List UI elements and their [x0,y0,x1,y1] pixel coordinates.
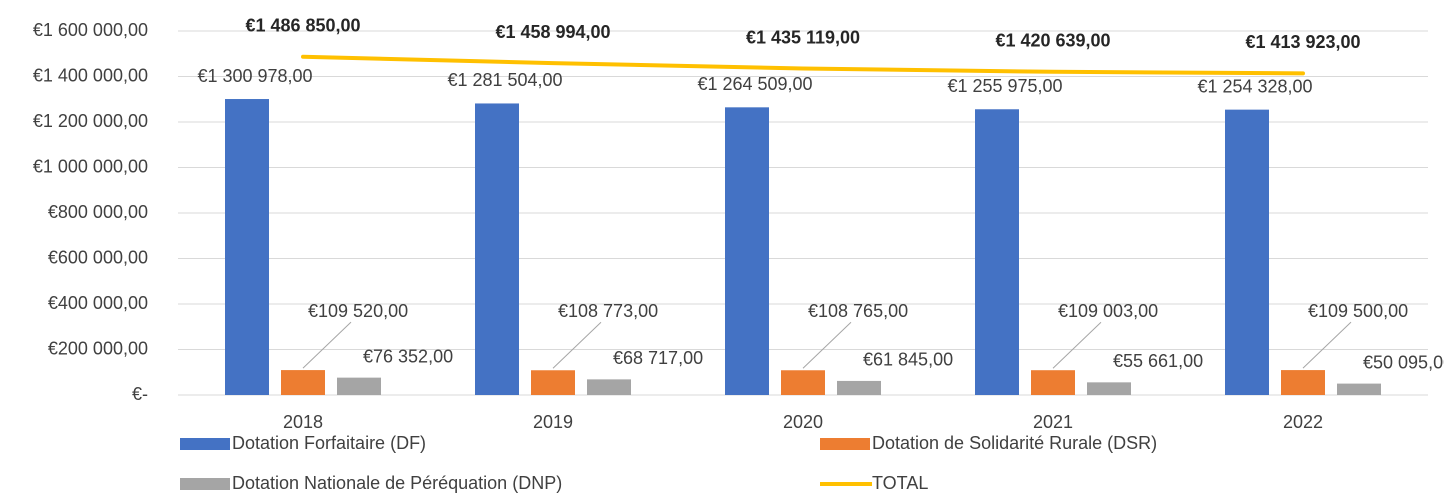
leader-line [1302,321,1352,369]
data-label: €109 500,00 [1308,301,1408,321]
bar [531,370,575,395]
x-tick-label: 2022 [1283,412,1323,432]
data-label: €76 352,00 [363,346,453,366]
data-label: €1 281 504,00 [447,70,562,90]
total-label: €1 413 923,00 [1245,32,1360,52]
bar [781,370,825,395]
bar [975,109,1019,395]
bar [1281,370,1325,395]
total-label: €1 486 850,00 [245,15,360,35]
x-tick-label: 2020 [783,412,823,432]
total-label: €1 435 119,00 [746,27,860,47]
legend-label: TOTAL [872,473,928,493]
legend-label: Dotation Nationale de Péréquation (DNP) [232,473,562,493]
y-tick-label: €1 200 000,00 [33,111,148,131]
x-tick-label: 2021 [1033,412,1073,432]
y-tick-label: €800 000,00 [48,202,148,222]
bar [475,103,519,396]
bar [1225,109,1269,395]
y-tick-label: €200 000,00 [48,338,148,358]
y-tick-label: €1 000 000,00 [33,156,148,176]
legend-swatch [820,438,870,450]
bar [837,380,881,395]
x-tick-label: 2018 [283,412,323,432]
y-tick-label: €400 000,00 [48,293,148,313]
data-label: €50 095,00 [1363,352,1444,372]
leader-line [802,321,852,369]
leader-line [302,321,352,369]
bar [1031,370,1075,395]
x-tick-label: 2019 [533,412,573,432]
legend-label: Dotation de Solidarité Rurale (DSR) [872,433,1157,453]
data-label: €1 264 509,00 [697,74,812,94]
bar [337,377,381,395]
total-label: €1 420 639,00 [995,31,1110,51]
data-label: €108 765,00 [808,301,908,321]
data-label: €68 717,00 [613,348,703,368]
data-label: €61 845,00 [863,350,953,370]
bar [587,379,631,395]
bar [281,370,325,395]
data-label: €1 300 978,00 [197,66,312,86]
y-tick-label: €- [132,384,148,404]
bar [725,107,769,395]
leader-line [1052,321,1102,369]
bar [225,99,269,396]
total-label: €1 458 994,00 [495,22,610,42]
total-line [301,54,1305,76]
legend-swatch [180,438,230,450]
bar [1087,382,1131,395]
y-tick-label: €1 600 000,00 [33,20,148,40]
y-tick-label: €600 000,00 [48,247,148,267]
legend-swatch [180,478,230,490]
y-tick-label: €1 400 000,00 [33,65,148,85]
data-label: €109 520,00 [308,301,408,321]
data-label: €108 773,00 [558,301,658,321]
bar [1337,383,1381,395]
leader-line [552,321,602,369]
data-label: €55 661,00 [1113,351,1203,371]
data-label: €1 254 328,00 [1197,76,1312,96]
data-label: €109 003,00 [1058,301,1158,321]
legend-label: Dotation Forfaitaire (DF) [232,433,426,453]
data-label: €1 255 975,00 [947,76,1062,96]
